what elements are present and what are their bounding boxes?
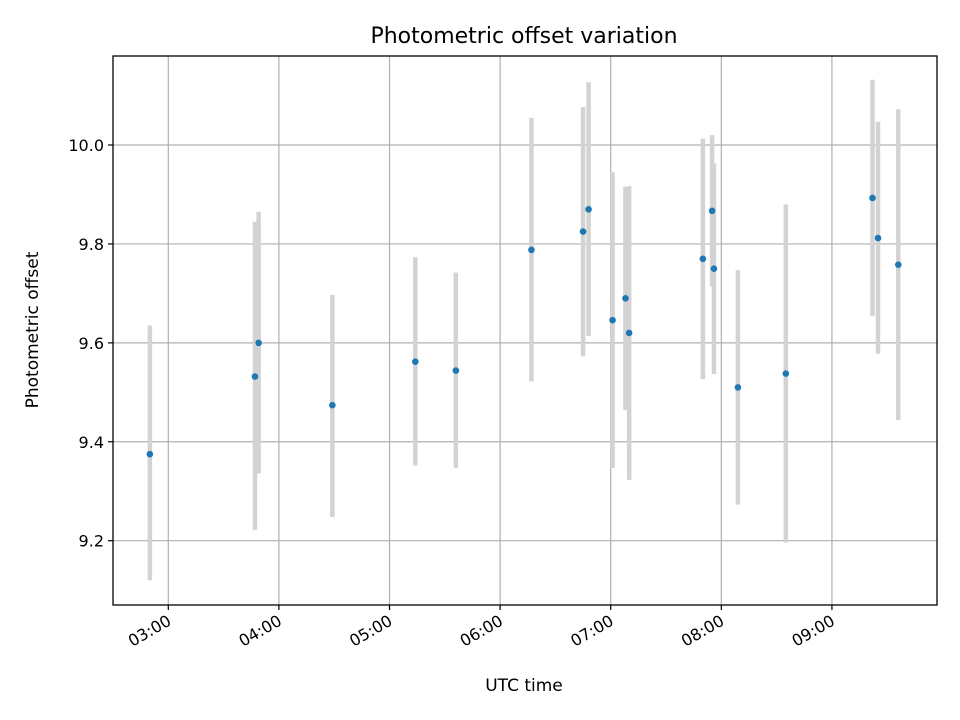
data-point — [708, 207, 716, 215]
y-axis-ticks: 9.2 9.4 9.6 9.8 10.0 — [68, 136, 113, 551]
data-point — [609, 316, 616, 324]
data-point — [894, 261, 902, 269]
x-tick-label: 07:00 — [567, 611, 616, 651]
x-axis-ticks: 03:00 04:00 05:00 06:00 07:00 08:00 09:00 — [125, 605, 838, 651]
data-point — [869, 194, 876, 202]
y-axis-label: Photometric offset — [23, 251, 43, 408]
x-tick-label: 03:00 — [125, 611, 174, 651]
data-point — [255, 339, 262, 347]
data-point — [528, 246, 535, 254]
grid-lines — [113, 56, 937, 605]
data-point — [579, 228, 587, 235]
x-tick-label: 06:00 — [457, 611, 506, 651]
plot-frame — [112, 55, 938, 606]
data-point — [622, 295, 629, 302]
x-tick-label: 09:00 — [788, 611, 837, 651]
x-tick-label: 08:00 — [678, 611, 727, 651]
chart-title: Photometric offset variation — [370, 24, 677, 49]
x-tick-label: 05:00 — [346, 611, 395, 651]
y-tick-label: 9.8 — [79, 235, 104, 254]
y-tick-label: 9.4 — [79, 433, 104, 452]
y-tick-label: 9.6 — [79, 334, 104, 353]
error-bars — [147, 79, 901, 581]
data-point — [412, 358, 419, 365]
y-tick-label: 10.0 — [68, 136, 104, 155]
data-point — [329, 401, 336, 409]
x-axis-label: UTC time — [485, 676, 563, 696]
data-point — [874, 234, 882, 242]
data-point — [734, 384, 742, 391]
data-point — [146, 450, 154, 458]
x-tick-label: 04:00 — [235, 611, 284, 651]
y-tick-label: 9.2 — [79, 532, 104, 551]
data-point — [452, 367, 460, 374]
data-point — [625, 329, 633, 337]
data-point — [585, 206, 592, 213]
data-point — [782, 370, 790, 377]
data-point — [710, 265, 718, 272]
data-point — [699, 255, 707, 263]
data-points — [146, 194, 902, 458]
data-point — [251, 373, 259, 380]
